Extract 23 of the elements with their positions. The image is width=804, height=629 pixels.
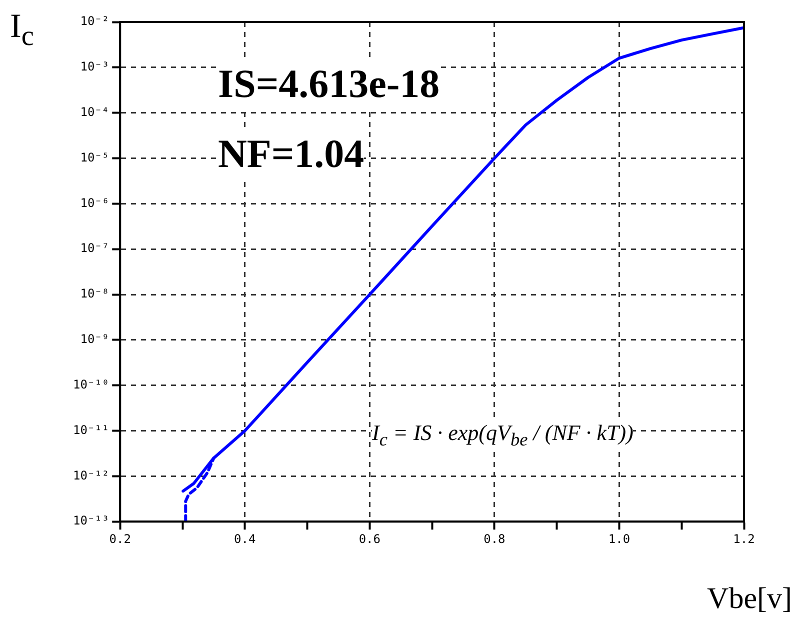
x-tick-label: 0.2 [109,532,131,546]
annotation: NF=1.04 [218,130,364,177]
y-tick-label: 10⁻¹¹ [73,422,110,437]
annotation: I$_{c}$ = IS · exp(qV$_{be}$ / (NF · kT)) [372,420,634,450]
y-tick-label: 10⁻⁷ [80,241,110,256]
y-tick-label: 10⁻⁸ [80,286,110,301]
y-tick-label: 10⁻¹² [73,468,110,482]
y-axis-title: I$_{c}$ [10,8,34,53]
x-tick-label: 0.6 [358,532,381,546]
x-tick-label: 1.2 [733,532,755,546]
y-tick-label: 10⁻³ [80,60,110,74]
y-tick-label: 10⁻¹⁰ [73,377,110,392]
y-tick-label: 10⁻¹³ [73,514,110,528]
y-tick-label: 10⁻⁵ [80,150,110,164]
y-tick-label: 10⁻⁶ [80,196,110,210]
x-tick-label: 0.4 [234,532,256,546]
x-tick-label: 1.0 [608,532,630,546]
annotation: IS=4.613e-18 [218,60,440,107]
x-axis-title: Vbe[v] [707,582,792,616]
x-tick-label: 0.8 [484,532,506,546]
y-tick-label: 10⁻⁴ [80,104,110,119]
y-tick-label: 10⁻² [80,14,110,28]
y-tick-label: 10⁻⁹ [80,332,110,346]
